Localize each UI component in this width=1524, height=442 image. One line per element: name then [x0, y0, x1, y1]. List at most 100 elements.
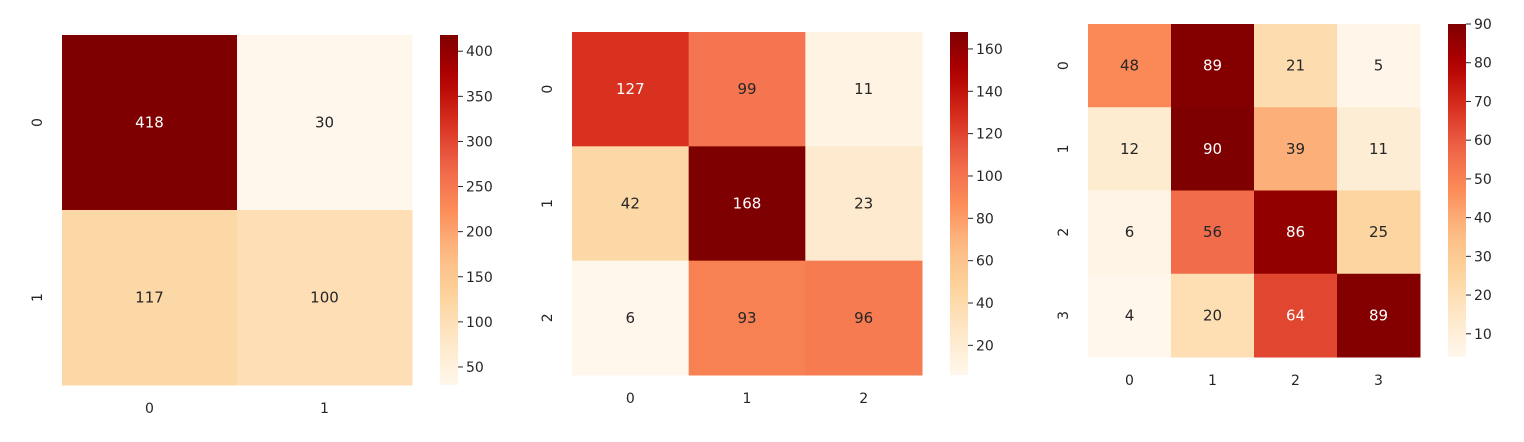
cell-value-label: 168	[733, 195, 762, 213]
cell-value-label: 42	[621, 195, 640, 213]
colorbar-tick-label: 50	[1474, 172, 1492, 188]
cell-value-label: 4	[1125, 306, 1135, 324]
colorbar-tick-label: 350	[466, 89, 493, 105]
cell-value-label: 25	[1369, 223, 1388, 241]
heatmap-cell	[1254, 24, 1338, 108]
colorbar-tick-label: 20	[1474, 288, 1492, 304]
cell-value-label: 100	[310, 289, 339, 307]
cell-value-label: 99	[737, 80, 756, 98]
heatmap-cell	[1337, 107, 1421, 191]
heatmap-cell	[688, 32, 806, 147]
heatmap-cell	[572, 146, 690, 262]
cell-value-label: 93	[737, 309, 756, 327]
cell-value-label: 89	[1369, 306, 1388, 324]
cell-value-label: 90	[1203, 140, 1222, 158]
y-tick-label: 0	[30, 118, 46, 127]
heatmap-cell	[805, 32, 923, 147]
heatmap-cell	[1088, 273, 1172, 358]
heatmap-3: 48 89 21 512 90 39 116 56 86 254 20 64 890 1 2 30123908…	[1056, 17, 1492, 389]
cell-value-label: 6	[626, 309, 636, 327]
y-tick-label: 0	[540, 85, 556, 94]
y-tick-label: 1	[540, 199, 556, 208]
y-tick-label: 2	[1056, 228, 1072, 237]
colorbar-tick-label: 40	[976, 296, 994, 312]
cell-value-label: 127	[616, 80, 645, 98]
x-tick-label: 0	[626, 391, 635, 407]
heatmap-cell	[237, 210, 413, 386]
cell-value-label: 12	[1120, 140, 1139, 158]
cell-value-label: 20	[1203, 306, 1222, 324]
cell-value-label: 86	[1286, 223, 1305, 241]
colorbar-tick-label: 40	[1474, 211, 1492, 227]
cell-value-label: 6	[1125, 223, 1135, 241]
x-tick-label: 0	[145, 401, 154, 417]
colorbar-tick-label: 120	[976, 127, 1003, 143]
x-tick-label: 2	[859, 391, 868, 407]
heatmap-cell	[1254, 190, 1338, 275]
colorbar-tick-label: 30	[1474, 249, 1492, 265]
colorbar-tick-label: 50	[466, 360, 484, 376]
colorbar-tick-label: 80	[976, 211, 994, 227]
colorbar-tick-label: 140	[976, 84, 1003, 100]
cell-value-label: 418	[135, 114, 164, 132]
y-tick-label: 1	[30, 293, 46, 302]
cell-value-label: 117	[135, 289, 164, 307]
heatmap-cell	[1171, 190, 1255, 275]
cell-value-label: 5	[1374, 57, 1384, 75]
cell-value-label: 56	[1203, 223, 1222, 241]
heatmap-cell	[1171, 273, 1255, 358]
y-tick-label: 2	[540, 313, 556, 322]
x-tick-label: 2	[1291, 373, 1300, 389]
colorbar-tick-label: 100	[976, 169, 1003, 185]
heatmap-cell	[1254, 107, 1338, 191]
heatmap-cell	[572, 260, 690, 376]
cell-value-label: 11	[854, 80, 873, 98]
colorbar-tick-label: 60	[1474, 133, 1492, 149]
heatmap-cell	[1088, 190, 1172, 275]
heatmap-cell	[1337, 273, 1421, 358]
colorbar-tick-label: 250	[466, 180, 493, 196]
colorbar-tick-label: 160	[976, 42, 1003, 58]
cell-value-label: 64	[1286, 306, 1305, 324]
x-tick-label: 1	[320, 401, 329, 417]
cell-value-label: 48	[1120, 57, 1139, 75]
heatmap-cell	[1171, 24, 1255, 108]
colorbar-tick-label: 10	[1474, 327, 1492, 343]
colorbar-tick-label: 60	[976, 254, 994, 270]
colorbar-tick-label: 400	[466, 44, 493, 60]
colorbar-tick-label: 150	[466, 270, 493, 286]
heatmap-cell	[62, 35, 238, 211]
x-tick-label: 3	[1374, 373, 1383, 389]
y-tick-label: 1	[1056, 144, 1072, 153]
heatmap-cell	[1337, 190, 1421, 275]
x-tick-label: 1	[743, 391, 752, 407]
colorbar-tick-label: 70	[1474, 94, 1492, 110]
heatmap-cell	[805, 146, 923, 262]
heatmap-1: 418 30 117 100 0 1 0 1 400 350 300 250 200 150 100 50	[30, 35, 493, 417]
x-tick-label: 1	[1208, 373, 1217, 389]
cell-value-label: 11	[1369, 140, 1388, 158]
y-tick-label: 3	[1056, 311, 1072, 320]
cell-value-label: 23	[854, 195, 873, 213]
heatmap-cell	[1171, 107, 1255, 191]
cell-value-label: 39	[1286, 140, 1305, 158]
colorbar	[440, 35, 458, 385]
cell-value-label: 96	[854, 309, 873, 327]
cell-value-label: 30	[315, 114, 334, 132]
colorbar-tick-label: 20	[976, 338, 994, 354]
colorbar-tick-label: 200	[466, 225, 493, 241]
cell-value-label: 89	[1203, 57, 1222, 75]
colorbar-tick-label: 90	[1474, 17, 1492, 33]
heatmap-cell	[572, 32, 690, 147]
heatmap-cell	[688, 146, 806, 262]
x-tick-label: 0	[1125, 373, 1134, 389]
colorbar	[950, 32, 968, 375]
colorbar-tick-label: 300	[466, 134, 493, 150]
colorbar-tick-label: 100	[466, 315, 493, 331]
heatmap-cell	[1088, 107, 1172, 191]
heatmap-cell	[805, 260, 923, 376]
heatmap-cell	[1337, 24, 1421, 108]
heatmap-cell	[237, 35, 413, 211]
